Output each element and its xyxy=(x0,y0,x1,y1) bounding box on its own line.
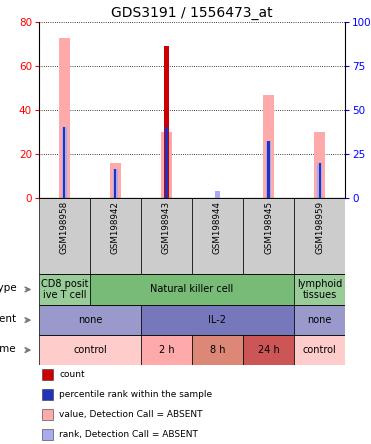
Text: agent: agent xyxy=(0,313,16,324)
Bar xyxy=(115,169,116,198)
Bar xyxy=(216,191,220,198)
Bar xyxy=(42,429,53,440)
Text: count: count xyxy=(59,370,85,379)
Text: 24 h: 24 h xyxy=(257,345,279,355)
Bar xyxy=(319,163,321,198)
Bar xyxy=(266,141,270,198)
Bar xyxy=(318,163,322,198)
Text: percentile rank within the sample: percentile rank within the sample xyxy=(59,390,212,399)
Text: GSM198942: GSM198942 xyxy=(111,201,120,254)
Text: control: control xyxy=(73,345,107,355)
Text: 8 h: 8 h xyxy=(210,345,225,355)
Text: Natural killer cell: Natural killer cell xyxy=(150,285,234,294)
Text: none: none xyxy=(307,315,332,325)
Bar xyxy=(141,198,192,274)
Bar xyxy=(42,389,53,400)
Text: GSM198959: GSM198959 xyxy=(315,201,324,254)
Bar xyxy=(294,305,345,335)
Bar xyxy=(39,335,141,365)
Text: GSM198944: GSM198944 xyxy=(213,201,222,254)
Bar xyxy=(263,95,274,198)
Bar xyxy=(90,198,141,274)
Bar xyxy=(243,335,294,365)
Bar xyxy=(164,46,169,198)
Text: GSM198958: GSM198958 xyxy=(60,201,69,254)
Text: GSM198945: GSM198945 xyxy=(264,201,273,254)
Bar xyxy=(42,369,53,380)
Bar xyxy=(294,198,345,274)
Text: none: none xyxy=(78,315,102,325)
Bar xyxy=(294,274,345,305)
Bar xyxy=(110,163,121,198)
Bar xyxy=(141,305,294,335)
Text: value, Detection Call = ABSENT: value, Detection Call = ABSENT xyxy=(59,410,203,419)
Bar xyxy=(267,141,270,198)
Bar xyxy=(90,274,294,305)
Bar xyxy=(42,409,53,420)
Text: cell type: cell type xyxy=(0,283,16,293)
Title: GDS3191 / 1556473_at: GDS3191 / 1556473_at xyxy=(111,6,273,20)
Bar xyxy=(192,335,243,365)
Bar xyxy=(59,38,70,198)
Text: rank, Detection Call = ABSENT: rank, Detection Call = ABSENT xyxy=(59,430,198,439)
Bar xyxy=(161,132,172,198)
Bar xyxy=(141,335,192,365)
Bar xyxy=(62,127,66,198)
Bar xyxy=(39,198,90,274)
Bar xyxy=(192,198,243,274)
Bar xyxy=(114,169,118,198)
Text: control: control xyxy=(303,345,336,355)
Bar xyxy=(294,335,345,365)
Bar xyxy=(39,274,90,305)
Bar xyxy=(164,127,168,198)
Bar xyxy=(243,198,294,274)
Text: 2 h: 2 h xyxy=(159,345,174,355)
Bar xyxy=(63,127,66,198)
Text: lymphoid
tissues: lymphoid tissues xyxy=(297,279,342,300)
Text: time: time xyxy=(0,344,16,353)
Text: GSM198943: GSM198943 xyxy=(162,201,171,254)
Text: CD8 posit
ive T cell: CD8 posit ive T cell xyxy=(41,279,88,300)
Bar xyxy=(39,305,141,335)
Text: IL-2: IL-2 xyxy=(209,315,227,325)
Bar xyxy=(165,127,168,198)
Bar xyxy=(314,132,325,198)
